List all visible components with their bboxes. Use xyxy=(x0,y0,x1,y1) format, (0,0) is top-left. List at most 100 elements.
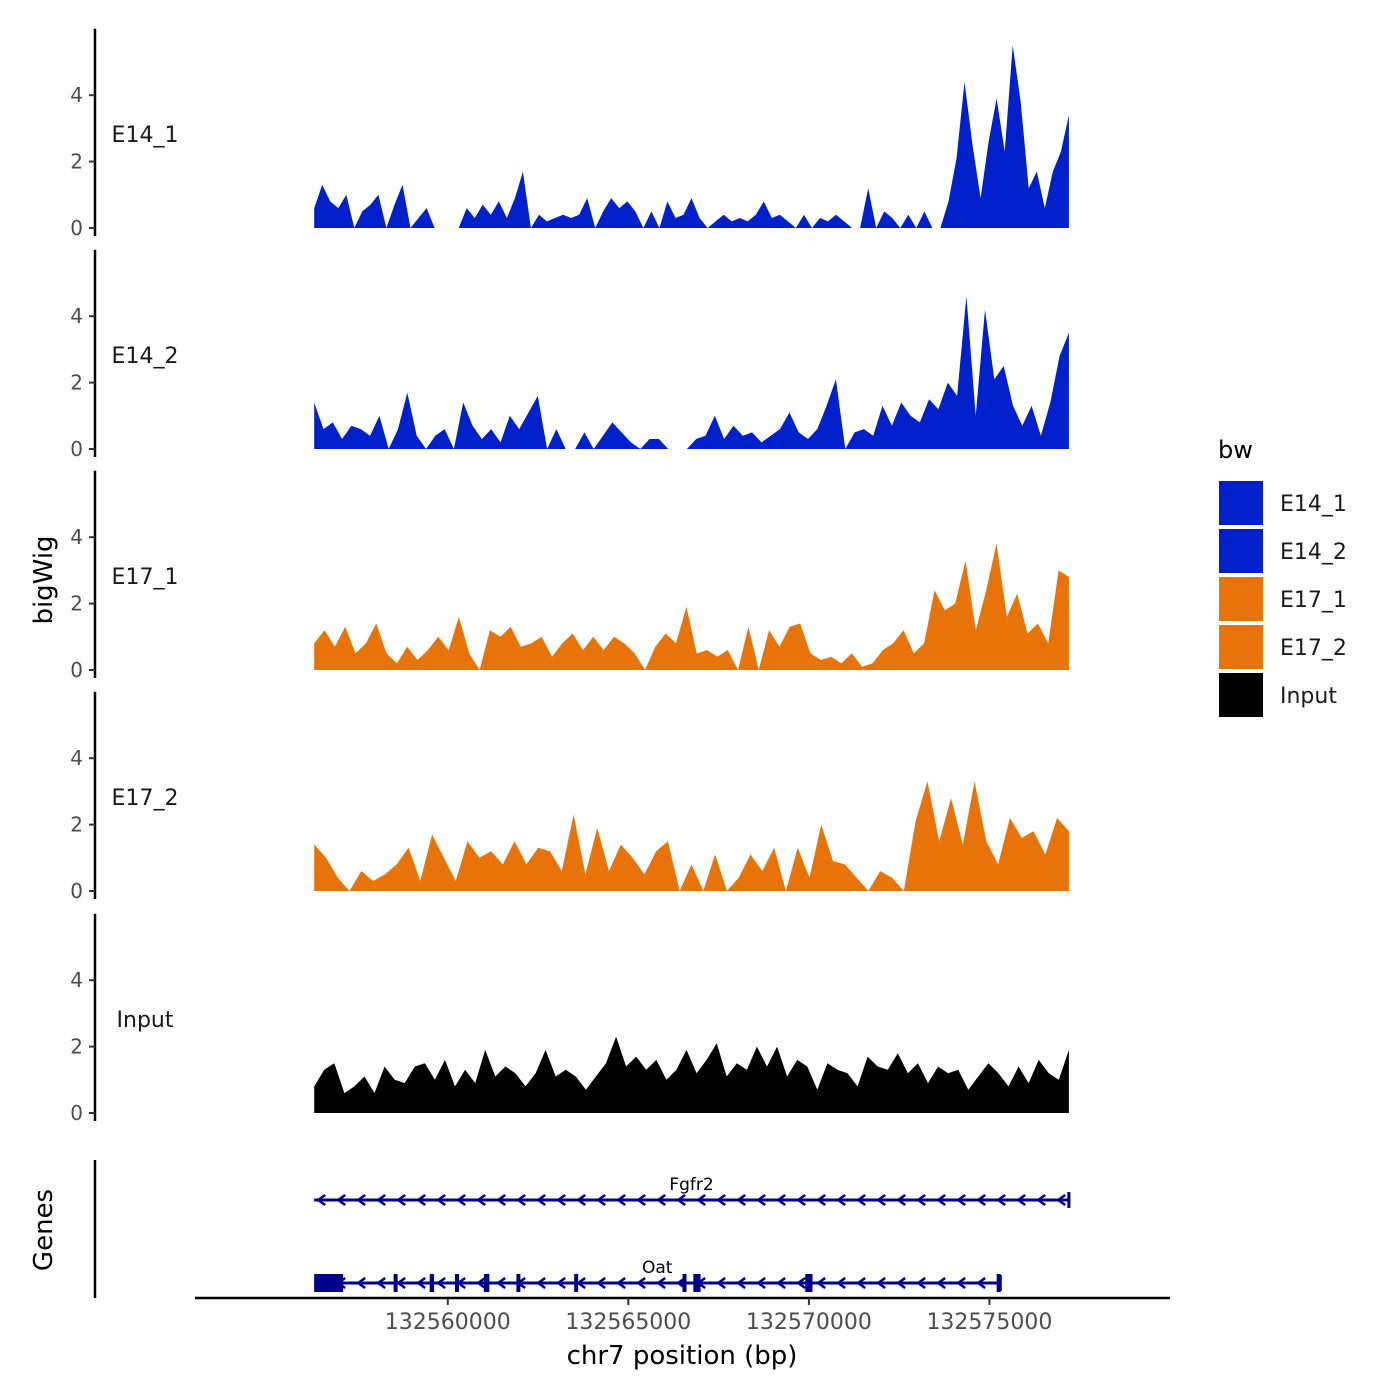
track-input: 0 2 4 Input xyxy=(70,913,1069,1125)
y-tick-label: 0 xyxy=(70,437,83,461)
strand-chevron xyxy=(536,1193,546,1207)
exon xyxy=(516,1274,521,1292)
y-tick-label: 4 xyxy=(70,83,83,107)
y-tick-label: 2 xyxy=(70,150,83,174)
strand-chevron xyxy=(496,1193,506,1207)
y-tick-label: 0 xyxy=(70,216,83,240)
strand-chevron xyxy=(816,1193,826,1207)
legend-swatch xyxy=(1217,527,1265,575)
strand-chevron xyxy=(376,1193,386,1207)
strand-chevron xyxy=(896,1193,906,1207)
strand-chevron xyxy=(916,1193,926,1207)
signal-tracks: 0 2 4 E14_1 0 2 4 E14_2 0 2 4 E17_1 0 2 4 E17_2 0 2 4 Input xyxy=(70,28,1069,1125)
strand-chevron xyxy=(796,1193,806,1207)
strand-chevron xyxy=(936,1193,946,1207)
strand-chevron xyxy=(636,1276,646,1290)
legend-swatch xyxy=(1217,575,1265,623)
legend-entry-e14-1: E14_1 xyxy=(1217,479,1347,527)
y-tick-label: 0 xyxy=(70,1101,83,1125)
legend-swatch xyxy=(1217,479,1265,527)
legend-entry-e17-1: E17_1 xyxy=(1217,575,1347,623)
x-tick-label: 132565000 xyxy=(565,1310,691,1335)
strand-chevron xyxy=(996,1193,1006,1207)
strand-chevron xyxy=(516,1193,526,1207)
x-axis: 132560000 132565000 132570000 132575000 xyxy=(195,1296,1170,1335)
exon xyxy=(574,1274,579,1292)
strand-chevron xyxy=(716,1276,726,1290)
strand-chevron xyxy=(476,1193,486,1207)
strand-chevron xyxy=(596,1193,606,1207)
strand-chevron xyxy=(476,1276,486,1290)
strand-chevron xyxy=(616,1193,626,1207)
strand-chevron xyxy=(416,1276,426,1290)
signal-area-e17-2 xyxy=(314,781,1069,891)
strand-chevron xyxy=(916,1276,926,1290)
strand-chevron xyxy=(976,1193,986,1207)
y-axis-title: bigWig xyxy=(29,535,59,624)
strand-chevron xyxy=(556,1276,566,1290)
strand-chevron xyxy=(436,1276,446,1290)
strand-chevron xyxy=(1016,1193,1026,1207)
strand-chevron xyxy=(676,1193,686,1207)
y-tick-label: 0 xyxy=(70,658,83,682)
strand-chevron xyxy=(356,1193,366,1207)
exon xyxy=(483,1274,490,1292)
strand-chevron xyxy=(656,1276,666,1290)
strand-chevron xyxy=(616,1276,626,1290)
track-e17-2: 0 2 4 E17_2 xyxy=(70,691,1069,903)
strand-chevron xyxy=(556,1193,566,1207)
track-label: Input xyxy=(117,1008,174,1033)
y-tick-label: 2 xyxy=(70,592,83,616)
gene-oat: Oat xyxy=(314,1258,1002,1292)
exon xyxy=(393,1274,398,1292)
track-label: E14_1 xyxy=(112,123,179,148)
strand-chevron xyxy=(796,1276,806,1290)
strand-chevron xyxy=(496,1276,506,1290)
strand-chevron xyxy=(856,1276,866,1290)
gene-label: Fgfr2 xyxy=(669,1175,713,1195)
legend-entry-e14-2: E14_2 xyxy=(1217,527,1347,575)
legend: bw E14_1 E14_2 E17_1 E17_2 Input xyxy=(1217,436,1347,719)
track-e17-1: 0 2 4 E17_1 xyxy=(70,470,1069,682)
signal-area-e14-2 xyxy=(314,296,1069,449)
strand-chevron xyxy=(856,1193,866,1207)
gene-fgfr2: Fgfr2 xyxy=(314,1175,1071,1208)
strand-chevron xyxy=(696,1193,706,1207)
strand-chevron xyxy=(396,1276,406,1290)
strand-chevron xyxy=(956,1193,966,1207)
strand-chevron xyxy=(736,1276,746,1290)
legend-swatch xyxy=(1217,623,1265,671)
strand-chevron xyxy=(756,1276,766,1290)
x-tick-label: 132575000 xyxy=(926,1310,1052,1335)
strand-chevron xyxy=(456,1193,466,1207)
strand-chevron xyxy=(316,1193,326,1207)
strand-chevron xyxy=(436,1193,446,1207)
legend-label: E17_2 xyxy=(1280,636,1347,661)
strand-chevron xyxy=(356,1276,366,1290)
legend-label: E14_1 xyxy=(1280,492,1347,517)
track-e14-1: 0 2 4 E14_1 xyxy=(70,28,1069,240)
legend-entry-input: Input xyxy=(1217,671,1337,719)
signal-area-e14-1 xyxy=(314,45,1069,229)
strand-chevron xyxy=(836,1193,846,1207)
legend-entry-e17-2: E17_2 xyxy=(1217,623,1347,671)
gene-label: Oat xyxy=(642,1258,673,1278)
track-e14-2: 0 2 4 E14_2 xyxy=(70,249,1069,461)
strand-chevron xyxy=(956,1276,966,1290)
y-tick-label: 2 xyxy=(70,1035,83,1059)
x-axis-title: chr7 position (bp) xyxy=(567,1341,798,1371)
track-label: E14_2 xyxy=(112,344,179,369)
y-tick-label: 2 xyxy=(70,813,83,837)
legend-label: E17_1 xyxy=(1280,588,1347,613)
strand-chevron xyxy=(776,1193,786,1207)
y-tick-label: 2 xyxy=(70,371,83,395)
strand-chevron xyxy=(876,1193,886,1207)
strand-chevron xyxy=(336,1193,346,1207)
y-tick-label: 4 xyxy=(70,746,83,770)
strand-chevron xyxy=(536,1276,546,1290)
strand-chevron xyxy=(416,1193,426,1207)
track-label: E17_2 xyxy=(112,786,179,811)
exon xyxy=(996,1274,1001,1292)
exon xyxy=(429,1274,435,1292)
strand-chevron xyxy=(776,1276,786,1290)
